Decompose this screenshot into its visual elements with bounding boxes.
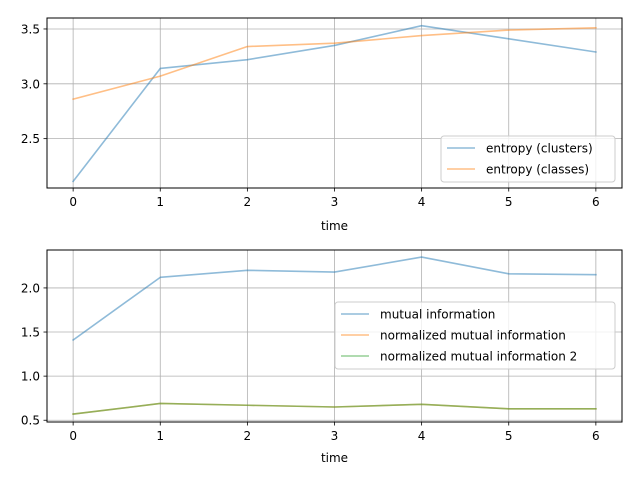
x-tick-label: 6 bbox=[592, 195, 600, 209]
y-tick-label: 2.0 bbox=[21, 281, 40, 295]
legend-label: entropy (clusters) bbox=[486, 142, 593, 156]
x-axis-label: time bbox=[321, 219, 348, 233]
series-line-mutual-information bbox=[72, 256, 597, 342]
series-line-entropy-clusters- bbox=[72, 24, 597, 183]
legend: mutual information normalized mutual info… bbox=[334, 301, 616, 370]
y-tick-label: 2.5 bbox=[21, 132, 40, 146]
series-line-entropy-classes- bbox=[72, 27, 597, 101]
y-tick-label: 3.0 bbox=[21, 77, 40, 91]
y-tick-label: 1.0 bbox=[21, 370, 40, 384]
legend-box bbox=[334, 301, 616, 370]
legend-box bbox=[440, 135, 616, 183]
x-tick-label: 6 bbox=[592, 429, 600, 443]
legend-label: entropy (classes) bbox=[486, 163, 589, 177]
x-tick-label: 1 bbox=[156, 429, 164, 443]
x-tick-label: 5 bbox=[505, 429, 513, 443]
x-tick-label: 2 bbox=[244, 195, 252, 209]
x-tick-label: 0 bbox=[69, 429, 77, 443]
x-tick-label: 3 bbox=[331, 429, 339, 443]
legend: entropy (clusters) entropy (classes) bbox=[440, 135, 616, 183]
legend-label: mutual information bbox=[380, 308, 495, 322]
x-tick-label: 0 bbox=[69, 195, 77, 209]
legend-label: normalized mutual information 2 bbox=[380, 350, 577, 364]
y-tick-label: 3.5 bbox=[21, 22, 40, 36]
y-tick-label: 0.5 bbox=[21, 414, 40, 428]
bottom-mutual-information-subplot: 0 1 2 3 4 5 6 0.5 1.0 1.5 2.0 time mutual informatio… bbox=[21, 249, 623, 465]
x-axis-label: time bbox=[321, 451, 348, 465]
x-tick-label: 2 bbox=[244, 429, 252, 443]
x-tick-label: 3 bbox=[331, 195, 339, 209]
y-tick-label: 1.5 bbox=[21, 326, 40, 340]
x-tick-label: 1 bbox=[156, 195, 164, 209]
series-line-normalized-mutual-information-2 bbox=[72, 402, 597, 415]
x-tick-label: 4 bbox=[418, 195, 426, 209]
x-tick-label: 5 bbox=[505, 195, 513, 209]
legend-label: normalized mutual information bbox=[380, 329, 566, 343]
x-tick-label: 4 bbox=[418, 429, 426, 443]
